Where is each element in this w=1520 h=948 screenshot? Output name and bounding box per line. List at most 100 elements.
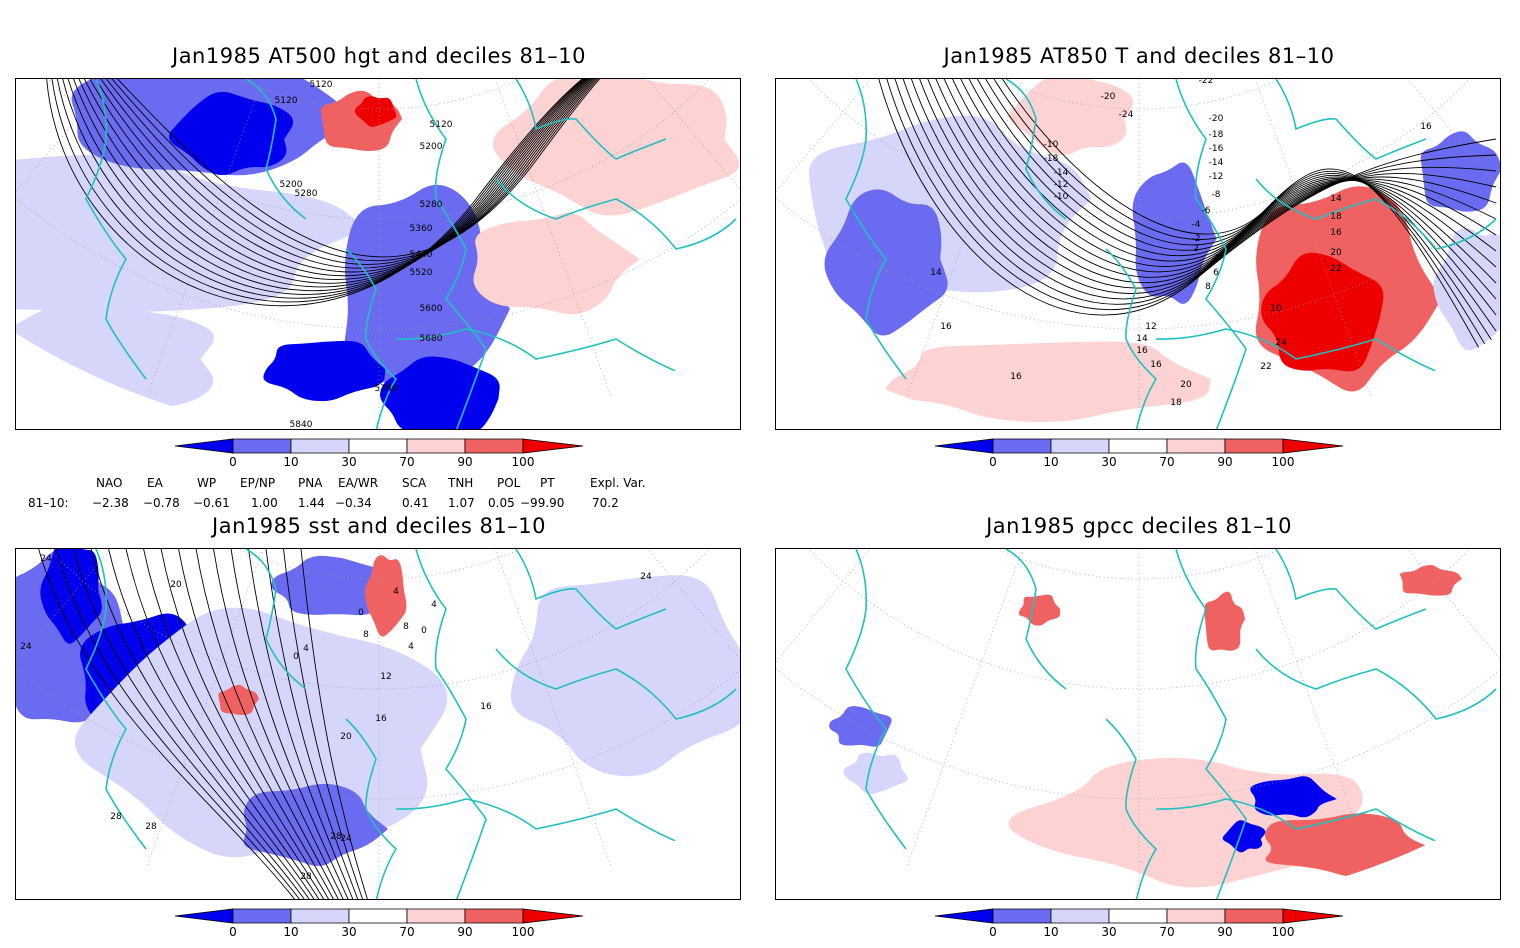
contour-label: 5440: [410, 250, 433, 260]
contour-label: 0: [358, 608, 364, 618]
colorbar-segment: [290, 438, 350, 454]
colorbar-tick-label: 30: [341, 455, 357, 469]
contour-label: 5280: [420, 200, 443, 210]
coastline: [1275, 79, 1427, 160]
contour-line: [915, 79, 1497, 289]
contour-label: -6: [1202, 206, 1211, 216]
contour-label: 24: [20, 642, 32, 652]
contour-label: 4: [431, 600, 437, 610]
index-value-sca: 0.41: [402, 496, 429, 510]
coastline: [245, 549, 307, 690]
coastline: [415, 79, 487, 429]
decile-shading: [354, 96, 397, 127]
decile-shading: [493, 79, 740, 216]
contour-label: 10: [1270, 304, 1282, 314]
colorbar-segment: [1224, 438, 1284, 454]
decile-shading: [1222, 820, 1266, 853]
contour-label: 20: [1180, 380, 1192, 390]
coastline: [845, 549, 907, 850]
decile-shading: [271, 555, 394, 616]
contour-label: -10: [1044, 140, 1059, 150]
index-header-nao: NAO: [96, 476, 123, 490]
decile-shading: [1261, 252, 1384, 372]
latitude-circle: [776, 549, 1500, 690]
index-header-expl-var: Expl. Var.: [590, 476, 646, 490]
contour-label: 5600: [420, 304, 443, 314]
colorbar-tick-label: 100: [511, 925, 535, 939]
map-gpcc: [775, 548, 1501, 900]
coastline: [1255, 178, 1497, 250]
contour-line: [69, 79, 717, 288]
title-t850: Jan1985 AT850 T and deciles 81–10: [943, 44, 1335, 68]
coastline: [1005, 79, 1067, 220]
decile-shading: [824, 189, 948, 336]
contour-label: -8: [1212, 190, 1221, 200]
colorbar-hgt500: 0 10 30 70 90 100: [174, 438, 595, 478]
coastline: [1155, 798, 1457, 850]
contour-label: -12: [1209, 172, 1224, 182]
contour-line: [281, 549, 364, 899]
decile-shading: [16, 296, 214, 424]
colorbar-bar: [174, 908, 584, 924]
contour-line: [875, 79, 1497, 316]
colorbar-segment: [992, 908, 1052, 924]
contour-line: [995, 79, 1497, 380]
coastline: [1275, 549, 1427, 630]
map-hgt500: 5120 5120 5120 5200 5200 5280 5280 5360 5440 5520…: [15, 78, 741, 430]
contour-line: [123, 549, 321, 899]
colorbar-tick-label: 10: [283, 455, 299, 469]
contour-label: -2: [1192, 234, 1201, 244]
index-header-tnh: TNH: [448, 476, 474, 490]
longitude-line: [776, 549, 1140, 570]
contour-label: -10: [1054, 192, 1069, 202]
index-value-eawr: −0.34: [335, 496, 372, 510]
colorbar-segment: [348, 438, 408, 454]
contour-label: 20: [340, 732, 352, 742]
contour-label: 28: [330, 832, 342, 842]
colorbar-segment: [348, 908, 408, 924]
contour-label: 16: [1150, 360, 1162, 370]
coastline: [395, 328, 697, 380]
contour-label: 5120: [430, 120, 453, 130]
contour-label: 14: [1136, 334, 1148, 344]
contour-label: 5280: [295, 189, 318, 199]
contour-line: [246, 549, 355, 899]
decile-shading: [1420, 131, 1500, 212]
colorbar-sst: 0 10 30 70 90 100: [174, 908, 595, 948]
decile-shading: [1433, 228, 1500, 351]
decile-shading: [380, 356, 500, 429]
colorbar-segment: [1166, 438, 1226, 454]
contour-line: [88, 79, 717, 273]
colorbar-tick-label: 0: [229, 455, 237, 469]
contour-line: [53, 549, 302, 899]
decile-shading: [885, 341, 1211, 422]
index-value-pol: 0.05: [488, 496, 515, 510]
contour-line: [55, 79, 717, 299]
contour-line: [176, 549, 335, 899]
decile-shading: [1204, 591, 1246, 651]
contour-label: 16: [375, 714, 387, 724]
coastline: [85, 79, 147, 380]
coastline: [85, 549, 147, 850]
decile-shading: [510, 575, 740, 777]
contour-line: [88, 549, 311, 899]
contour-label: 6: [1213, 268, 1219, 278]
colorbar-tick-label: 90: [457, 455, 473, 469]
teleconnection-indices: NAO EA WP EP/NP PNA EA/WR SCA TNH POL PT…: [0, 474, 720, 514]
contour-label: 5760: [375, 384, 398, 394]
index-header-pol: POL: [497, 476, 521, 490]
contour-label: 22: [1330, 264, 1341, 274]
contour-line: [211, 549, 345, 899]
colorbar-segment: [174, 438, 234, 454]
contour-label: 14: [930, 268, 942, 278]
coastline: [1175, 79, 1247, 429]
contour-label: 12: [380, 672, 391, 682]
colorbar-tick-label: 30: [1101, 925, 1117, 939]
contour-label: 0: [421, 626, 427, 636]
coastline: [345, 248, 398, 429]
contour-label: 5200: [280, 180, 303, 190]
contour-label: 20: [170, 580, 182, 590]
colorbar-tick-label: 30: [341, 925, 357, 939]
contour-label: -12: [1054, 180, 1069, 190]
contour-label: -14: [1209, 158, 1224, 168]
